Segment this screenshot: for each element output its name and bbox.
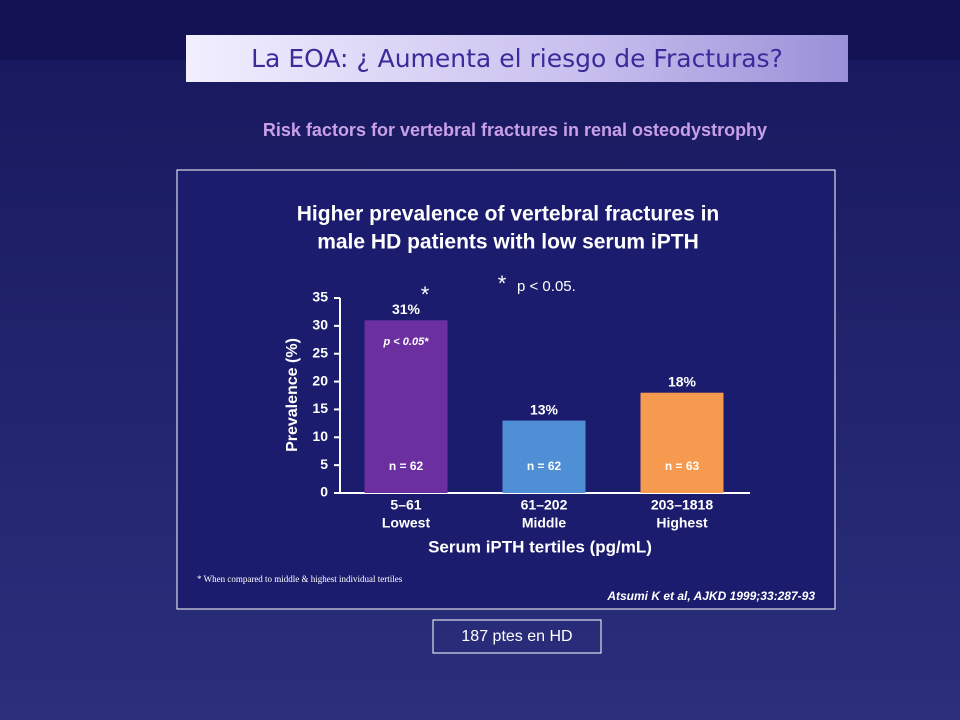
- bar: [502, 420, 586, 493]
- footer-text: 187 ptes en HD: [461, 628, 572, 645]
- n-label: n = 62: [389, 459, 424, 473]
- x-tick-label: 203–1818: [651, 497, 714, 513]
- slide-subtitle: Risk factors for vertebral fractures in …: [263, 120, 767, 140]
- chart-title: male HD patients with low serum iPTH: [317, 231, 699, 254]
- n-label: n = 63: [665, 459, 700, 473]
- x-group-label: Highest: [656, 515, 708, 531]
- chart: Higher prevalence of vertebral fractures…: [197, 203, 815, 604]
- x-group-label: Lowest: [382, 515, 431, 531]
- slide-title: La EOA: ¿ Aumenta el riesgo de Fracturas…: [251, 44, 783, 73]
- y-tick-label: 30: [312, 317, 328, 333]
- chart-panel: [176, 169, 836, 610]
- x-tick-label: 5–61: [390, 497, 421, 513]
- citation: Atsumi K et al, AJKD 1999;33:287-93: [606, 589, 815, 603]
- y-tick-label: 35: [312, 289, 328, 305]
- y-tick-label: 0: [320, 484, 328, 500]
- x-axis-label: Serum iPTH tertiles (pg/mL): [428, 537, 652, 556]
- value-label: 31%: [392, 301, 421, 317]
- value-label: 13%: [530, 401, 559, 417]
- value-label: 18%: [668, 373, 697, 389]
- bar: [640, 392, 724, 493]
- bar: [364, 320, 448, 493]
- legend-marker: *: [498, 271, 507, 296]
- bar-annotation: p < 0.05*: [383, 336, 430, 348]
- y-tick-label: 10: [312, 428, 328, 444]
- footer-box: [432, 619, 602, 654]
- x-tick-label: 61–202: [521, 497, 568, 513]
- significance-marker: *: [421, 282, 430, 307]
- y-tick-label: 15: [312, 400, 328, 416]
- n-label: n = 62: [527, 459, 562, 473]
- title-box: [186, 35, 848, 82]
- y-tick-label: 5: [320, 456, 328, 472]
- y-tick-label: 25: [312, 344, 328, 360]
- chart-title: Higher prevalence of vertebral fractures…: [297, 203, 720, 226]
- footnote: * When compared to middle & highest indi…: [197, 574, 403, 584]
- x-group-label: Middle: [522, 515, 567, 531]
- y-tick-label: 20: [312, 372, 328, 388]
- y-axis-label: Prevalence (%): [284, 338, 301, 452]
- legend-text: p < 0.05.: [517, 278, 576, 295]
